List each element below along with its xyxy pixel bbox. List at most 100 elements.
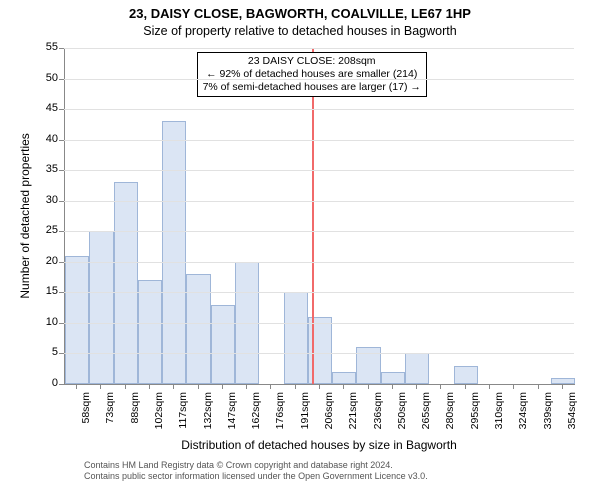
xtick-mark [562,384,563,389]
ytick-mark [59,262,64,263]
chart-root: 23, DAISY CLOSE, BAGWORTH, COALVILLE, LE… [0,0,600,500]
gridline-h [64,48,574,49]
xtick-label: 206sqm [323,392,335,442]
title-main: 23, DAISY CLOSE, BAGWORTH, COALVILLE, LE… [0,6,600,21]
ytick-mark [59,323,64,324]
gridline-h [64,170,574,171]
annotation-line-1: 23 DAISY CLOSE: 208sqm [203,55,421,68]
xtick-mark [198,384,199,389]
histogram-bar [551,378,575,384]
xtick-label: 280sqm [444,392,456,442]
ytick-label: 50 [30,72,58,84]
histogram-bar [381,372,405,384]
histogram-bar [211,305,235,384]
xtick-mark [343,384,344,389]
ytick-mark [59,48,64,49]
xtick-mark [368,384,369,389]
xtick-label: 102sqm [153,392,165,442]
histogram-bar [162,121,186,384]
xtick-mark [465,384,466,389]
footer-line-2: Contains public sector information licen… [84,471,428,482]
xtick-mark [100,384,101,389]
histogram-bar [454,366,478,384]
xtick-label: 132sqm [202,392,214,442]
xtick-label: 236sqm [372,392,384,442]
ytick-label: 10 [30,316,58,328]
gridline-h [64,292,574,293]
xtick-label: 88sqm [129,392,141,442]
y-axis-title: Number of detached properties [18,122,32,310]
xtick-label: 310sqm [493,392,505,442]
xtick-mark [149,384,150,389]
ytick-label: 55 [30,41,58,53]
xtick-mark [538,384,539,389]
histogram-bar [332,372,356,384]
histogram-bar [65,256,89,384]
xtick-label: 221sqm [347,392,359,442]
ytick-mark [59,292,64,293]
gridline-h [64,353,574,354]
annotation-line-3: 7% of semi-detached houses are larger (1… [203,81,421,94]
xtick-label: 265sqm [420,392,432,442]
ytick-label: 0 [30,377,58,389]
ytick-label: 40 [30,133,58,145]
histogram-bar [89,231,113,384]
ytick-label: 30 [30,194,58,206]
xtick-label: 324sqm [517,392,529,442]
xtick-label: 250sqm [396,392,408,442]
xtick-mark [270,384,271,389]
gridline-h [64,140,574,141]
gridline-h [64,323,574,324]
plot-area [64,48,575,385]
xtick-mark [440,384,441,389]
ytick-mark [59,353,64,354]
histogram-bar [405,353,429,384]
xtick-mark [222,384,223,389]
title-sub: Size of property relative to detached ho… [0,24,600,38]
xtick-mark [416,384,417,389]
histogram-bar [138,280,162,384]
ytick-mark [59,170,64,171]
xtick-label: 117sqm [177,392,189,442]
xtick-label: 191sqm [299,392,311,442]
ytick-mark [59,201,64,202]
gridline-h [64,201,574,202]
xtick-mark [295,384,296,389]
xtick-mark [173,384,174,389]
ytick-label: 15 [30,285,58,297]
xtick-label: 73sqm [104,392,116,442]
xtick-mark [319,384,320,389]
ytick-label: 35 [30,163,58,175]
gridline-h [64,262,574,263]
histogram-bar [186,274,210,384]
annotation-box: 23 DAISY CLOSE: 208sqm ← 92% of detached… [197,52,427,97]
xtick-label: 295sqm [469,392,481,442]
xtick-label: 58sqm [80,392,92,442]
ytick-mark [59,109,64,110]
ytick-mark [59,140,64,141]
reference-line [312,48,314,384]
xtick-mark [76,384,77,389]
ytick-label: 20 [30,255,58,267]
xtick-label: 162sqm [250,392,262,442]
xtick-mark [513,384,514,389]
xtick-mark [246,384,247,389]
gridline-h [64,231,574,232]
footer-attribution: Contains HM Land Registry data © Crown c… [84,460,428,483]
xtick-mark [392,384,393,389]
footer-line-1: Contains HM Land Registry data © Crown c… [84,460,428,471]
xtick-mark [489,384,490,389]
xtick-label: 354sqm [566,392,578,442]
ytick-label: 25 [30,224,58,236]
gridline-h [64,109,574,110]
xtick-label: 176sqm [274,392,286,442]
xtick-label: 339sqm [542,392,554,442]
histogram-bar [284,292,308,384]
ytick-mark [59,231,64,232]
ytick-mark [59,79,64,80]
ytick-label: 45 [30,102,58,114]
xtick-mark [125,384,126,389]
ytick-label: 5 [30,346,58,358]
xtick-label: 147sqm [226,392,238,442]
ytick-mark [59,384,64,385]
